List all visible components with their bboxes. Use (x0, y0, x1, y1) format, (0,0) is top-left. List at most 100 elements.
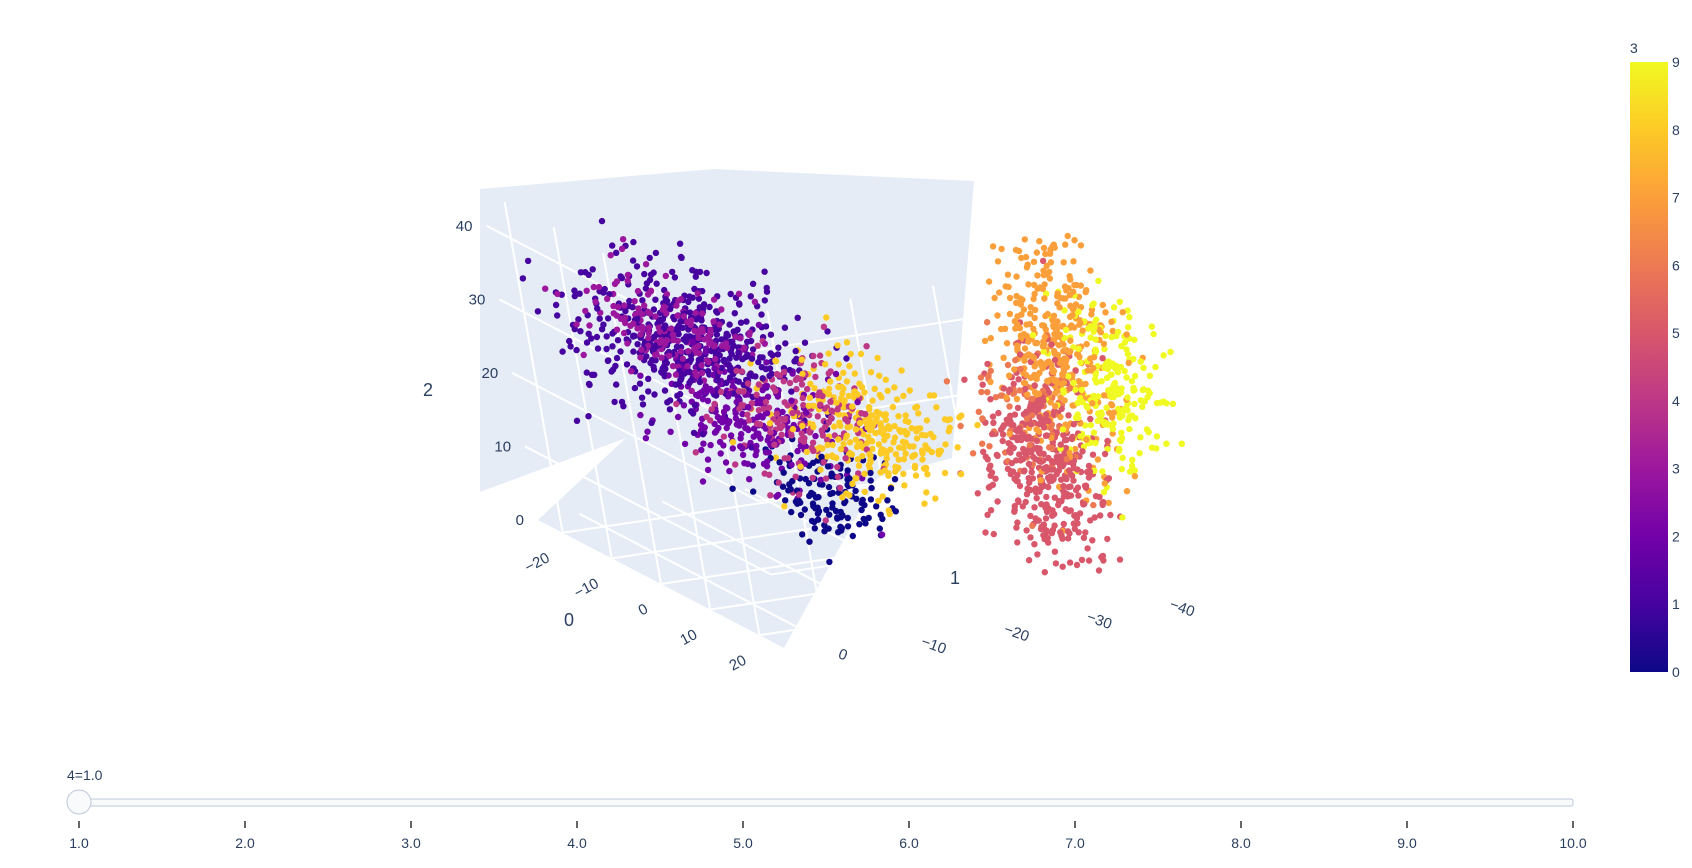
scatter-point (698, 389, 705, 396)
scatter-point (711, 400, 718, 408)
scatter-point (1066, 559, 1074, 566)
scatter-point (919, 456, 926, 463)
scatter-point (1124, 307, 1131, 314)
scatter-point (1104, 437, 1111, 445)
scatter-point (863, 439, 871, 447)
scatter-point (744, 404, 752, 411)
scatter-point (656, 328, 664, 335)
scatter-point (727, 366, 734, 374)
scatter-point (1157, 399, 1165, 406)
scatter-point (1027, 310, 1034, 317)
slider-tick-label[interactable]: 2.0 (235, 835, 255, 851)
scatter-point (711, 420, 718, 428)
scatter-point (866, 451, 873, 458)
scatter-point (873, 408, 880, 416)
scatter-point (883, 455, 890, 462)
scatter-point (926, 392, 934, 399)
scatter-point (1069, 433, 1076, 440)
scatter-point (1090, 501, 1097, 509)
scatter-point (837, 523, 844, 530)
scatter-point (992, 475, 999, 482)
slider-tick-label[interactable]: 7.0 (1065, 835, 1085, 851)
scatter-point (1025, 281, 1032, 288)
scatter-point (1054, 333, 1062, 340)
scatter-point (987, 378, 994, 386)
scatter-point (921, 500, 928, 507)
scatter-point (984, 389, 991, 396)
slider-tick-label[interactable]: 10.0 (1559, 835, 1586, 851)
slider-tick-label[interactable]: 3.0 (401, 835, 421, 851)
slider-handle[interactable] (66, 789, 92, 815)
scatter-point (699, 478, 707, 485)
z-tick-label: 40 (456, 218, 473, 235)
scatter-point (772, 454, 779, 461)
scatter-point (796, 491, 803, 498)
scatter-point (924, 471, 931, 478)
scatter-point (752, 373, 759, 380)
scatter-point (630, 348, 637, 355)
scatter-point (786, 379, 794, 387)
slider-tick-label[interactable]: 6.0 (899, 835, 919, 851)
slider[interactable]: 4=1.0 1.0 2.0 3.0 4.0 5.0 6.0 7.0 8.0 9.0 10.0 (66, 767, 1587, 851)
scatter-point (829, 441, 836, 449)
scatter-point (1046, 250, 1054, 257)
slider-tick-label[interactable]: 1.0 (69, 835, 89, 851)
scatter-point (1092, 346, 1099, 353)
scatter-point (911, 464, 919, 472)
scatter-point (1031, 281, 1038, 289)
scatter-point (1072, 367, 1079, 374)
scatter-point (1131, 400, 1138, 408)
scatter-point (1101, 480, 1108, 487)
scatter-point (718, 364, 725, 372)
scatter-point (1104, 535, 1111, 543)
scatter-point (1031, 363, 1038, 370)
slider-tick-label[interactable]: 4.0 (567, 835, 587, 851)
scatter-point (1025, 433, 1033, 440)
scatter-point (788, 432, 795, 439)
scatter-point (943, 378, 951, 385)
slider-rail[interactable] (78, 798, 1574, 807)
scatter-point (703, 389, 710, 396)
scatter-point (992, 394, 1000, 401)
scatter-point (997, 392, 1005, 399)
scatter-point (613, 381, 620, 388)
scatter-point (1070, 258, 1077, 265)
scatter-point (843, 432, 851, 439)
scatter-point (1014, 478, 1021, 485)
scatter-point (1043, 290, 1050, 297)
scatter-point (747, 337, 755, 345)
scatter-point (749, 346, 757, 353)
scatter-point (611, 280, 619, 288)
scatter-point (738, 368, 745, 375)
scatter-point (806, 538, 813, 545)
scatter-point (1079, 448, 1086, 455)
scatter-point (714, 377, 721, 384)
scatter-point (666, 352, 673, 359)
scatter-point (1062, 326, 1070, 334)
colorbar-gradient (1630, 62, 1668, 672)
scatter-point (1058, 323, 1065, 330)
scatter-point (635, 305, 642, 312)
scatter-point (643, 353, 650, 360)
scatter-point (1057, 413, 1064, 421)
scatter-point (1034, 272, 1041, 279)
scatter-point (954, 444, 961, 451)
slider-tick-label[interactable]: 9.0 (1397, 835, 1417, 851)
slider-tick-label[interactable]: 8.0 (1231, 835, 1251, 851)
scatter-point (717, 388, 725, 395)
scatter-point (1117, 363, 1125, 371)
scatter-point (1016, 451, 1023, 458)
slider-tick-label[interactable]: 5.0 (733, 835, 753, 851)
scatter-point (1054, 293, 1061, 300)
scatter-point (676, 240, 684, 247)
scatter-point (845, 392, 853, 400)
scatter-point (825, 350, 832, 357)
scatter-point (767, 331, 775, 338)
scatter-point (571, 287, 578, 294)
scatter-point (846, 492, 853, 499)
scatter-point (639, 401, 647, 408)
scatter-point (750, 488, 757, 495)
scatter-point (983, 319, 991, 326)
scatter-point (1051, 548, 1059, 555)
